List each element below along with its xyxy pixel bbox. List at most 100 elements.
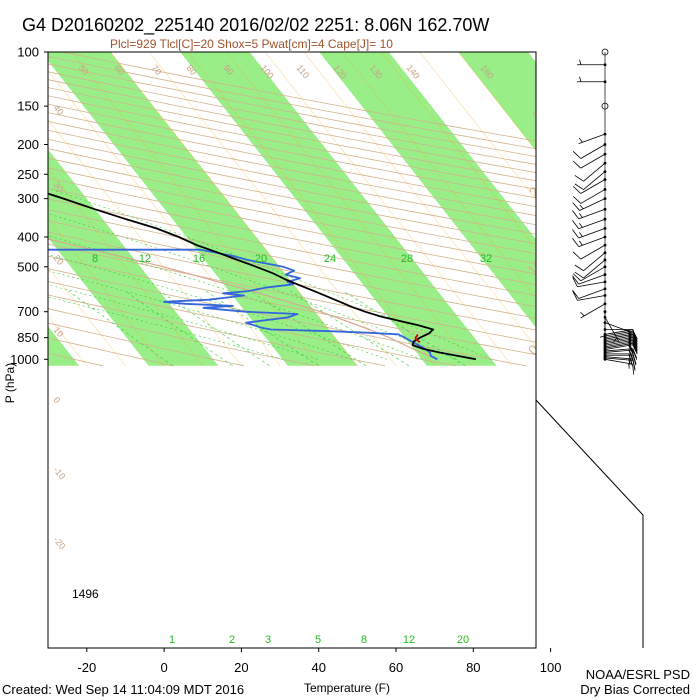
- wind-barb-feather: [632, 337, 638, 347]
- wind-barb-feather: [628, 353, 633, 364]
- wind-barb-feather: [632, 343, 638, 353]
- green-band: [180, 52, 497, 366]
- isotherm-line: [187, 52, 435, 366]
- wind-barb-half-feather: [579, 213, 583, 218]
- wind-barb: [577, 281, 606, 288]
- dry-adiabat: [48, 308, 315, 367]
- wind-barb: [604, 358, 633, 365]
- wind-barb-feather: [632, 334, 638, 344]
- wind-barb-feather: [572, 273, 582, 282]
- wind-barb: [578, 208, 606, 220]
- wind-barb-feather: [572, 160, 582, 169]
- y-tick-label: 400: [17, 230, 39, 245]
- wind-barb-feather: [632, 353, 637, 364]
- wind-barb-feather: [572, 275, 580, 285]
- green-band: [48, 149, 219, 366]
- wind-barb-feather: [632, 338, 638, 349]
- dry-adiabat: [48, 138, 536, 235]
- dry-adiabat: [48, 148, 536, 245]
- isotherm-line: [380, 52, 536, 250]
- wind-barb-feather: [572, 229, 580, 239]
- dry-adiabat: [48, 112, 536, 208]
- isotherm-line: [264, 52, 513, 366]
- wind-barb-half-feather: [579, 222, 583, 228]
- wind-barb-half-feather: [628, 333, 632, 339]
- x-tick-label: 80: [466, 660, 480, 675]
- wind-barb-half-feather: [579, 204, 584, 210]
- wind-barb: [580, 266, 606, 282]
- wind-barb: [578, 288, 606, 299]
- green-band: [48, 52, 358, 366]
- dry-adiabat: [48, 220, 536, 319]
- wind-barb: [604, 339, 633, 346]
- wind-barb: [604, 336, 633, 343]
- wind-barb: [604, 329, 633, 335]
- isotherm-line: [0, 52, 10, 366]
- wind-barb-half-feather: [613, 337, 618, 343]
- dewpoint-line: [48, 248, 438, 361]
- wind-barb-feather: [572, 151, 582, 159]
- wind-barb-feather: [574, 264, 584, 272]
- sounding-series: [48, 192, 477, 361]
- wind-barb: [604, 317, 620, 342]
- y-axis-label: P (hPa): [3, 363, 17, 403]
- dry-adiabat: [48, 120, 536, 216]
- wind-barb-feather: [628, 350, 634, 361]
- wind-barb: [578, 236, 606, 247]
- wind-barb: [604, 344, 633, 351]
- dry-adiabat-top-label: 50: [76, 63, 90, 77]
- y-tick-label: 850: [17, 330, 39, 345]
- dry-adiabat: [48, 243, 536, 343]
- y-tick-label: 200: [17, 137, 39, 152]
- dry-adiabat: [48, 231, 536, 331]
- mixing-ratio-label: 24: [324, 253, 336, 265]
- wind-barb-feather: [632, 364, 635, 375]
- dry-adiabat-right-label: 0: [525, 341, 542, 358]
- wind-barb: [604, 330, 633, 337]
- mixing-ratio-label: 20: [255, 253, 267, 265]
- wind-barb-feather: [632, 332, 638, 343]
- y-tick-label: 300: [17, 191, 39, 206]
- dry-adiabat-left-label: 30: [51, 180, 65, 194]
- wind-barb-feather: [630, 332, 632, 343]
- moist-adiabat: [48, 254, 388, 360]
- wind-barb-half-feather: [580, 311, 585, 317]
- isotherm-line: [48, 168, 203, 366]
- x-axis: -20 0 20 40 60 80 100: [77, 648, 561, 675]
- wind-barb-half-feather: [579, 76, 582, 82]
- wind-barb: [583, 252, 606, 272]
- dry-adiabat: [48, 129, 536, 226]
- y-axis: 100 150 200 250 300 400 500 700 850 1000: [10, 45, 48, 367]
- dry-adiabat-left-label: 0: [51, 395, 62, 405]
- wind-barb: [583, 171, 606, 190]
- wind-barb-half-feather: [579, 232, 583, 237]
- dry-adiabat: [48, 209, 536, 308]
- mixing-ratio-line: [205, 290, 319, 367]
- wind-barb-feather: [574, 271, 584, 279]
- wind-barb-feather: [572, 251, 582, 260]
- dry-adiabat: [48, 103, 536, 199]
- chart-subtitle: Plcl=929 Tlcl[C]=20 Shox=5 Pwat[cm]=4 Ca…: [110, 37, 393, 51]
- dry-adiabat: [48, 268, 527, 367]
- dry-adiabat: [48, 294, 386, 367]
- dry-adiabat: [48, 95, 536, 190]
- dry-adiabat-right-label: 30: [529, 102, 551, 124]
- dry-adiabat: [48, 255, 536, 356]
- wind-barb: [604, 342, 633, 349]
- dry-adiabat-top-label: 110: [294, 63, 311, 80]
- wind-barb: [604, 341, 633, 348]
- wind-panel-border: [535, 399, 644, 648]
- wind-barb-feather: [574, 183, 584, 190]
- x-tick-label: 60: [389, 660, 403, 675]
- x-tick-label: 100: [540, 660, 562, 675]
- wind-barb: [604, 348, 633, 352]
- dry-adiabat: [48, 87, 536, 182]
- y-tick-label: 700: [17, 304, 39, 319]
- isotherm-line: [149, 52, 397, 366]
- wind-barb: [578, 274, 606, 285]
- isotherm-line: [48, 217, 165, 366]
- pressure-marker-text: 1496: [72, 587, 99, 601]
- mixing-ratio-line: [250, 290, 367, 367]
- wind-panel: [535, 48, 644, 648]
